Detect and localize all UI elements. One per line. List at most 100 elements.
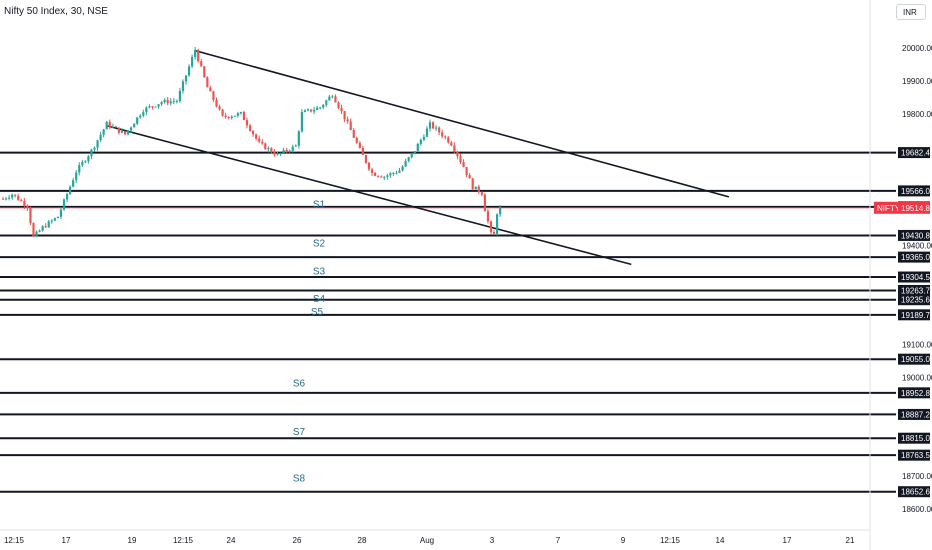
candle-body	[200, 61, 203, 67]
candle-body	[322, 104, 325, 108]
candle-body	[471, 178, 474, 190]
symbol-tag	[874, 201, 898, 214]
support-labels: S1 S2 S3 S4 S5 S6 S7 S8	[293, 199, 326, 484]
candle-body	[99, 134, 102, 141]
y-tick-label: 19400.00	[902, 242, 932, 251]
level-tag-label: 19304.50	[901, 273, 932, 282]
candle-body	[309, 109, 313, 112]
candle-body	[56, 216, 59, 219]
candle-body	[343, 111, 346, 120]
candle-body	[294, 145, 297, 147]
candle-body	[227, 116, 230, 118]
level-tag-label: 19682.40	[901, 149, 932, 158]
candle-body	[285, 149, 288, 152]
candle-body	[364, 155, 368, 163]
symbol-tag-label: NIFTY	[877, 204, 901, 213]
level-tag	[898, 229, 930, 241]
level-tag	[898, 147, 930, 159]
candle-body	[163, 99, 166, 103]
level-tag-label: 18887.25	[901, 410, 932, 419]
x-tick-label: 28	[358, 536, 367, 545]
candle-body	[84, 161, 87, 163]
currency-button[interactable]: INR	[896, 4, 926, 20]
candle-body	[496, 214, 499, 234]
candle-body	[108, 121, 111, 128]
level-tag	[898, 432, 930, 444]
level-tag-label: 19365.00	[901, 253, 932, 262]
candle-body	[486, 211, 490, 222]
candle-body	[474, 186, 477, 190]
candle-body	[300, 112, 303, 132]
level-tag-label: 18763.50	[901, 451, 932, 460]
candle-body	[422, 136, 425, 140]
candle-body	[441, 132, 444, 137]
candle-body	[245, 120, 249, 126]
candle-body	[380, 176, 383, 178]
candle-body	[169, 101, 172, 104]
level-tag-label: 18952.85	[901, 389, 932, 398]
candle-body	[44, 226, 47, 228]
candle-body	[20, 200, 23, 202]
candle-body	[72, 180, 75, 187]
level-tag	[898, 309, 930, 321]
candle-body	[151, 106, 154, 108]
y-tick-label: 19800.00	[902, 110, 932, 119]
y-tick-label: 18600.00	[902, 505, 932, 514]
x-tick-label: 9	[621, 536, 626, 545]
candle-body	[4, 198, 8, 200]
x-tick-label: 17	[62, 536, 71, 545]
candle-body	[145, 107, 148, 113]
candle-body	[401, 166, 404, 171]
last-price-label: 19514.80	[901, 204, 932, 213]
y-tick-label: 19900.00	[902, 77, 932, 86]
support-label-s1: S1	[313, 199, 326, 210]
y-tick-label: 19100.00	[902, 340, 932, 349]
candle-body	[197, 49, 200, 62]
candle-body	[367, 162, 371, 170]
level-tag	[898, 353, 930, 365]
candle-body	[178, 90, 181, 102]
level-tag-label: 19189.75	[901, 311, 932, 320]
candle-body	[319, 107, 322, 109]
y-tick-label: 18700.00	[902, 472, 932, 481]
candle-body	[267, 148, 270, 150]
candle-body	[175, 101, 178, 103]
candle-body	[154, 106, 157, 108]
candle-body	[123, 130, 127, 135]
candle-body	[239, 112, 242, 114]
support-label-s8: S8	[293, 473, 306, 484]
support-label-s3: S3	[313, 267, 326, 278]
candle-body	[236, 113, 239, 116]
candle-body	[410, 152, 413, 158]
candle-body	[224, 115, 227, 117]
candle-body	[96, 140, 99, 148]
candle-body	[255, 134, 258, 139]
candle-body	[270, 148, 273, 153]
candle-body	[142, 112, 145, 116]
candle-body	[282, 149, 285, 154]
candle-body	[325, 100, 328, 105]
x-tick-label: 19	[128, 536, 137, 545]
candle-body	[416, 143, 419, 152]
candle-body	[438, 127, 441, 133]
candle-body	[459, 156, 462, 162]
candle-body	[276, 153, 279, 155]
candle-body	[187, 66, 191, 76]
chart-title: Nifty 50 Index, 30, NSE	[4, 6, 108, 17]
x-tick-label: 12:15	[4, 536, 25, 545]
level-tag	[898, 387, 930, 399]
x-tick-label: 12:15	[660, 536, 681, 545]
candle-body	[212, 91, 215, 100]
candle-body	[489, 221, 493, 232]
candle-body	[50, 220, 53, 222]
candle-body	[258, 138, 261, 142]
candle-body	[160, 102, 163, 105]
candle-body	[59, 209, 63, 217]
candle-body	[389, 173, 392, 176]
candle-body	[425, 128, 429, 137]
candle-body	[435, 127, 438, 129]
level-tag-label: 19430.80	[901, 231, 932, 240]
candle-body	[191, 56, 194, 67]
candle-body	[242, 112, 246, 121]
